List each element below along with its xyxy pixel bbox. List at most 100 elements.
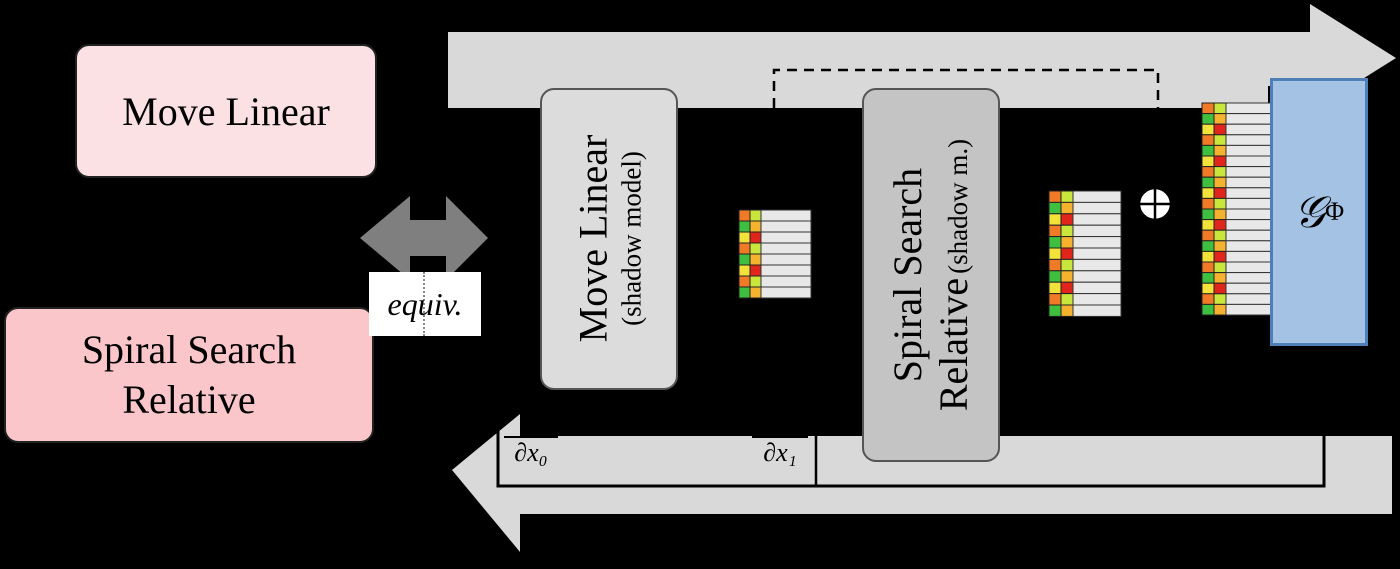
gradient-x0-denominator: ∂x₀ bbox=[514, 438, 548, 467]
matrix-cell bbox=[738, 253, 751, 266]
matrix-cell bbox=[1060, 281, 1074, 295]
matrix-cell bbox=[760, 231, 812, 244]
forward-arrow bbox=[448, 4, 1396, 112]
spiral-search-relative-block: Spiral Search Relative bbox=[4, 307, 374, 443]
skip-connection bbox=[772, 68, 1160, 108]
matrix-cell bbox=[1225, 208, 1273, 221]
matrix-cell bbox=[1213, 282, 1227, 295]
move-linear-label: Move Linear bbox=[122, 88, 330, 134]
matrix-cell bbox=[1201, 197, 1215, 210]
matrix-cell bbox=[738, 286, 751, 299]
matrix-cell bbox=[1213, 102, 1227, 115]
matrix-cell bbox=[1060, 270, 1074, 283]
matrix-cell bbox=[1060, 304, 1074, 317]
matrix-cell bbox=[1048, 201, 1062, 215]
matrix-cell bbox=[1201, 303, 1215, 316]
matrix-cell bbox=[1201, 166, 1215, 178]
matrix-cell bbox=[1072, 190, 1122, 203]
matrix-cell bbox=[1213, 240, 1227, 252]
matrix-cell bbox=[1201, 123, 1215, 136]
gradient-x0-numerator: ∂ bbox=[504, 418, 558, 438]
matrix-cell bbox=[1048, 258, 1062, 272]
matrix-cell bbox=[1072, 304, 1122, 317]
matrix-cell bbox=[760, 286, 812, 299]
matrix-cell bbox=[1201, 293, 1215, 305]
matrix-cell bbox=[1201, 144, 1215, 157]
matrix-cell bbox=[1225, 113, 1273, 125]
feature-matrix-3 bbox=[1201, 102, 1273, 316]
matrix-cell bbox=[1213, 155, 1227, 168]
backward-arrow bbox=[452, 414, 1392, 552]
matrix-cell bbox=[1213, 134, 1227, 146]
matrix-cell bbox=[1201, 113, 1215, 125]
matrix-cell bbox=[1201, 102, 1215, 115]
matrix-cell bbox=[1213, 113, 1227, 125]
matrix-cell bbox=[1225, 176, 1273, 189]
matrix-cell bbox=[1225, 229, 1273, 242]
matrix-cell bbox=[1213, 166, 1227, 178]
matrix-cell bbox=[1213, 250, 1227, 263]
matrix-cell bbox=[1225, 250, 1273, 263]
matrix-cell bbox=[1060, 213, 1074, 226]
shadow-spiral-search-block: Spiral Search Relative (shadow m.) bbox=[862, 88, 1000, 462]
matrix-cell bbox=[738, 264, 751, 277]
matrix-cell bbox=[738, 220, 751, 233]
matrix-cell bbox=[749, 275, 762, 288]
matrix-cell bbox=[1072, 236, 1122, 249]
matrix-cell bbox=[760, 264, 812, 277]
matrix-cell bbox=[760, 253, 812, 266]
matrix-cell bbox=[1213, 187, 1227, 199]
g-symbol: 𝒢 bbox=[1293, 187, 1326, 237]
matrix-cell bbox=[738, 231, 751, 244]
matrix-cell bbox=[1048, 293, 1062, 306]
matrix-cell bbox=[749, 220, 762, 233]
matrix-cell bbox=[749, 209, 762, 222]
matrix-cell bbox=[1225, 187, 1273, 199]
matrix-cell bbox=[1225, 303, 1273, 316]
matrix-cell bbox=[1060, 258, 1074, 272]
matrix-cell bbox=[1225, 219, 1273, 231]
shadow-move-linear-title: Move Linear bbox=[570, 135, 616, 343]
gradient-x1: ∂x₁ bbox=[752, 418, 808, 468]
matrix-cell bbox=[1213, 293, 1227, 305]
gradient-x1-denominator: ∂x₁ bbox=[763, 438, 797, 467]
matrix-cell bbox=[738, 242, 751, 255]
matrix-cell bbox=[1201, 155, 1215, 168]
matrix-cell bbox=[1225, 123, 1273, 136]
matrix-cell bbox=[1072, 258, 1122, 272]
matrix-cell bbox=[1225, 166, 1273, 178]
matrix-cell bbox=[1201, 282, 1215, 295]
shadow-spiral-title-line2: Relative bbox=[931, 277, 977, 412]
matrix-cell bbox=[1048, 224, 1062, 238]
shadow-spiral-title-line2-row: Relative (shadow m.) bbox=[931, 139, 977, 411]
feature-matrix-1 bbox=[738, 209, 812, 299]
feature-matrix-2 bbox=[1048, 190, 1122, 317]
matrix-cell bbox=[1213, 208, 1227, 221]
matrix-cell bbox=[749, 253, 762, 266]
matrix-cell bbox=[1225, 134, 1273, 146]
matrix-cell bbox=[749, 231, 762, 244]
matrix-cell bbox=[749, 242, 762, 255]
matrix-cell bbox=[1225, 197, 1273, 210]
matrix-cell bbox=[760, 209, 812, 222]
matrix-cell bbox=[1201, 134, 1215, 146]
matrix-cell bbox=[1213, 219, 1227, 231]
matrix-cell bbox=[1048, 190, 1062, 203]
matrix-cell bbox=[1072, 213, 1122, 226]
equiv-text: equiv. bbox=[387, 285, 463, 322]
matrix-cell bbox=[1213, 272, 1227, 284]
matrix-cell bbox=[1201, 219, 1215, 231]
matrix-cell bbox=[738, 209, 751, 222]
matrix-cell bbox=[1201, 272, 1215, 284]
matrix-cell bbox=[1201, 250, 1215, 263]
matrix-cell bbox=[1225, 272, 1273, 284]
matrix-cell bbox=[1060, 247, 1074, 260]
matrix-cell bbox=[1213, 261, 1227, 274]
matrix-cell bbox=[1201, 176, 1215, 189]
matrix-cell bbox=[1201, 261, 1215, 274]
matrix-cell bbox=[1072, 224, 1122, 238]
gradient-x1-numerator bbox=[752, 418, 808, 438]
matrix-cell bbox=[1213, 123, 1227, 136]
matrix-cell bbox=[1060, 201, 1074, 215]
